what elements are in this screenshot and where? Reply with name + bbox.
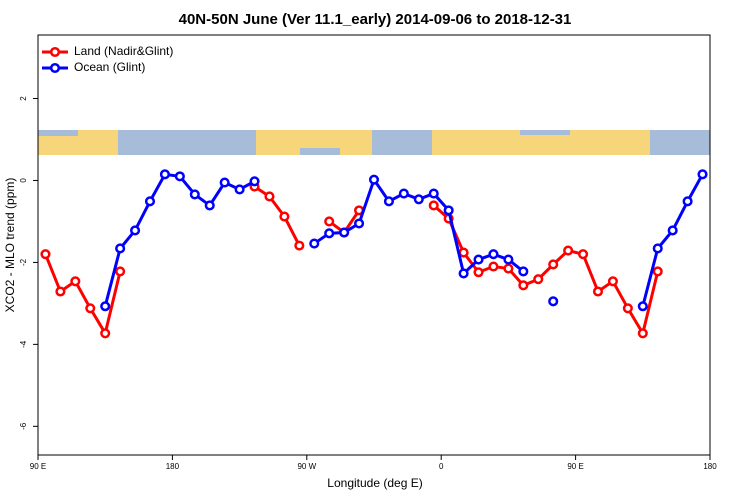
point <box>159 169 170 180</box>
point <box>488 249 499 260</box>
map-band <box>38 130 710 155</box>
point <box>592 286 604 297</box>
x-tick-label: 90 E <box>567 462 583 471</box>
point <box>503 263 514 274</box>
point <box>548 296 559 307</box>
series-line <box>44 185 660 338</box>
point <box>667 225 678 236</box>
point <box>518 280 529 291</box>
point <box>115 266 126 277</box>
legend-label: Ocean (Glint) <box>74 60 145 74</box>
point <box>339 227 350 238</box>
x-tick-label: 180 <box>703 462 717 471</box>
point <box>428 188 439 199</box>
point <box>130 225 141 236</box>
legend-marker <box>49 46 61 58</box>
y-tick-label: 2 <box>19 96 28 101</box>
point <box>100 301 111 312</box>
point <box>294 240 305 251</box>
point <box>189 189 200 200</box>
point <box>144 196 156 207</box>
point <box>324 216 335 227</box>
x-tick-label: 90 E <box>30 462 46 471</box>
point <box>219 177 230 188</box>
point <box>443 205 454 216</box>
point <box>473 267 484 278</box>
point <box>264 191 275 202</box>
x-tick-label: 0 <box>439 462 444 471</box>
point <box>458 247 469 258</box>
point <box>682 196 693 207</box>
point <box>652 243 663 254</box>
point <box>413 194 424 205</box>
point <box>503 254 514 265</box>
point <box>70 276 81 287</box>
point <box>40 249 51 260</box>
point <box>85 303 96 314</box>
x-tick-label: 180 <box>166 462 180 471</box>
point <box>697 169 708 180</box>
point <box>354 218 365 229</box>
point <box>249 176 260 187</box>
point <box>488 261 499 272</box>
point <box>428 200 439 211</box>
point <box>55 286 66 297</box>
plot-frame <box>37 34 711 456</box>
y-tick-label: -4 <box>19 340 28 348</box>
point <box>100 328 111 339</box>
point <box>548 259 559 270</box>
point <box>652 266 663 277</box>
point <box>309 238 320 249</box>
y-tick-label: 0 <box>19 178 28 183</box>
point <box>204 200 215 211</box>
point <box>637 328 648 339</box>
point <box>383 196 394 207</box>
point <box>622 303 633 314</box>
point <box>473 254 484 265</box>
point <box>518 266 529 277</box>
point <box>458 268 469 279</box>
point <box>279 211 290 222</box>
point <box>368 174 380 185</box>
x-tick-label: 90 W <box>297 462 316 471</box>
legend-marker <box>49 62 61 74</box>
point <box>324 228 335 239</box>
point <box>234 184 245 195</box>
x-axis-label: Longitude (deg E) <box>327 476 422 490</box>
point <box>563 245 574 256</box>
chart-title: 40N-50N June (Ver 11.1_early) 2014-09-06… <box>179 11 572 28</box>
point <box>533 274 544 285</box>
y-tick-label: -6 <box>19 422 28 430</box>
y-tick-label: -2 <box>19 258 28 266</box>
point <box>607 276 618 287</box>
point <box>398 188 409 199</box>
legend-label: Land (Nadir&Glint) <box>74 44 173 58</box>
point <box>115 243 126 254</box>
point <box>174 171 185 182</box>
y-axis-label: XCO2 - MLO trend (ppm) <box>3 178 17 313</box>
point <box>637 301 648 312</box>
point <box>578 249 589 260</box>
